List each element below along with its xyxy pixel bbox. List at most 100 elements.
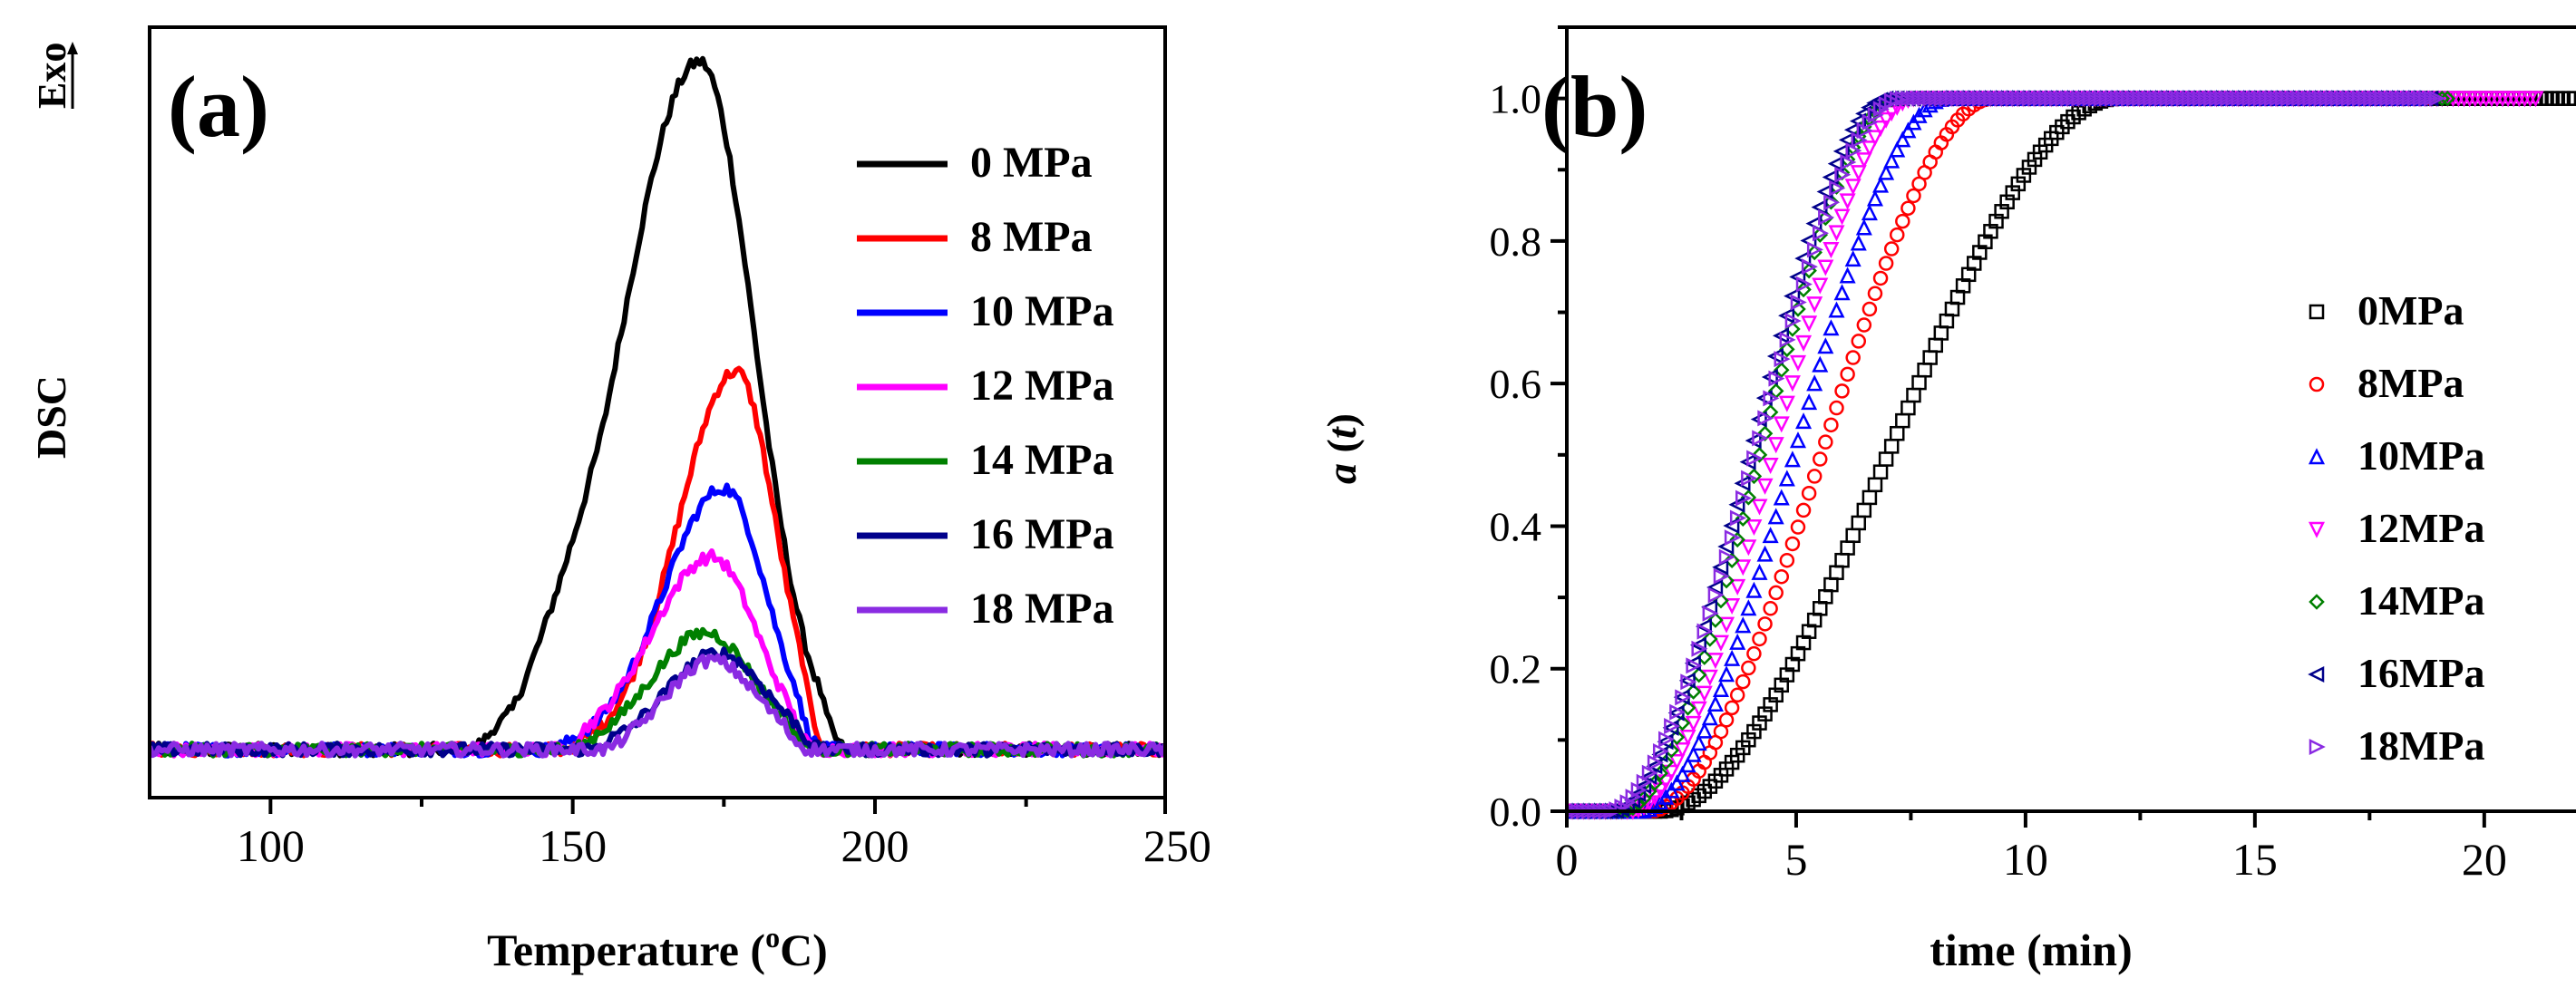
panel-b-point (1652, 743, 1670, 760)
panel-b-point (1801, 485, 1817, 501)
panel-b-point (1774, 568, 1790, 585)
panel-b-point (1806, 374, 1823, 392)
panel-b-point (1801, 315, 1818, 333)
panel-b-point (1657, 733, 1674, 751)
panel-b-point (1718, 616, 1735, 634)
panel-b-point (1855, 152, 1872, 170)
panel-b-point (1828, 301, 1845, 318)
panel-b-point (1911, 374, 1927, 391)
panel-b-point (1768, 370, 1785, 387)
panel-b-ylabel: a (t) (1318, 413, 1365, 484)
panel-b-point (1706, 694, 1724, 712)
panel-b-point (2566, 91, 2576, 106)
panel-a-legend-label-1: 8 MPa (970, 213, 1093, 261)
panel-b-legend-label-4: 14MPa (2357, 577, 2485, 624)
panel-b-legend-marker-1 (2309, 376, 2325, 392)
panel-b-point (1724, 649, 1741, 666)
panel-b-point (1834, 166, 1852, 183)
panel-b-point (1861, 204, 1878, 221)
panel-b-point (1646, 758, 1663, 775)
panel-b-point (1735, 559, 1752, 576)
panel-b-point (1740, 599, 1757, 616)
panel-b-point (1838, 131, 1855, 149)
panel-b-point (1921, 96, 1939, 113)
panel-b-points (1567, 89, 2576, 820)
panel-b-point (1823, 242, 1840, 259)
panel-a-legend-label-6: 18 MPa (970, 585, 1114, 633)
panel-b-xlabel: time (min) (1930, 925, 2133, 975)
panel-a-legend-label-0: 0 MPa (970, 139, 1093, 187)
panel-b-point (1850, 234, 1867, 251)
panel-b-point (1686, 657, 1703, 674)
panel-b-point (1669, 703, 1687, 721)
panel-b-point (1712, 634, 1730, 652)
panel-b-point (1741, 660, 1756, 676)
panel-b-point (1834, 383, 1850, 399)
panel-a-legend-label-5: 16 MPa (970, 510, 1114, 558)
panel-b-point (1834, 552, 1850, 568)
panel-b-point (1658, 731, 1676, 748)
panel-b-legend-label-6: 18MPa (2357, 722, 2485, 769)
panel-b-point (1756, 545, 1774, 562)
panel-b-point (1746, 450, 1764, 467)
panel-b-point (1817, 259, 1834, 276)
panel-b-legend-label-1: 8MPa (2357, 360, 2464, 406)
panel-b-point (1729, 578, 1746, 596)
panel-b-point (1729, 531, 1745, 548)
panel-b-point (1767, 437, 1784, 454)
panel-a-exo-label: Exo (30, 43, 74, 109)
panel-b-point (1806, 241, 1823, 258)
panel-b-point (1696, 623, 1714, 640)
panel-b-point (1867, 477, 1883, 493)
panel-b-point (1872, 464, 1889, 479)
panel-b-point (1832, 142, 1850, 160)
panel-b-point (1833, 208, 1851, 226)
panel-b-point (1813, 225, 1830, 242)
panel-b-legend-marker-2 (2308, 448, 2326, 465)
panel-b-point (1844, 250, 1862, 267)
panel-b-point (1779, 331, 1796, 348)
panel-b-point (1784, 375, 1801, 392)
panel-b-point (1823, 576, 1839, 593)
panel-a-xtick-label: 250 (1143, 820, 1211, 871)
panel-b-legend-label-2: 10MPa (2357, 432, 2485, 479)
panel-b-point (1773, 489, 1790, 506)
plot-a: 100 150 200 250 0 MPa 8 MPa 10 MPa 12 MPa 14 MPa… (148, 25, 1211, 871)
panel-b-point (1900, 121, 1917, 139)
panel-a-xlabel: Temperature (oC) (487, 921, 828, 975)
panel-b-point (1845, 350, 1861, 365)
panel-b-point (1851, 334, 1867, 349)
panel-b-point (1735, 489, 1753, 507)
panel-b-point (1878, 163, 1895, 180)
panel-b-point (1861, 140, 1878, 158)
panel-b-point (1795, 412, 1813, 430)
panel-b-point (1689, 636, 1706, 654)
panel-b-point (1866, 189, 1883, 207)
panel-b-point (1812, 277, 1829, 295)
panel-b-point (1778, 470, 1795, 487)
panel-b-point (1679, 756, 1696, 773)
panel-b-ytick-label: 0.2 (1490, 646, 1542, 693)
panel-b-point (1751, 447, 1768, 463)
panel-b-point (1878, 111, 1895, 129)
panel-b-point (1735, 673, 1751, 690)
panel-b-point (1664, 718, 1681, 735)
panel-b-point (2439, 90, 2456, 107)
panel-b-point (1762, 457, 1779, 475)
panel-b-point (1883, 241, 1900, 257)
panel-b-point (1806, 469, 1823, 484)
panel-b-point (1845, 528, 1861, 544)
panel-b-point (1684, 654, 1701, 672)
panel-b-point (1812, 355, 1829, 373)
panel-b-point (1696, 722, 1713, 739)
panel-b-point (1894, 131, 1911, 148)
panel-b-series-2 (1567, 89, 2429, 819)
panel-b-point (1795, 281, 1812, 298)
panel-b-point (1729, 633, 1746, 650)
panel-b-point (1668, 774, 1686, 791)
panel-b-xtick-label: 0 (1556, 834, 1579, 885)
panel-b-point (1840, 540, 1855, 556)
panel-b-point (1883, 151, 1900, 169)
panel-b-point (1823, 194, 1841, 211)
panel-b-point (1712, 680, 1730, 697)
